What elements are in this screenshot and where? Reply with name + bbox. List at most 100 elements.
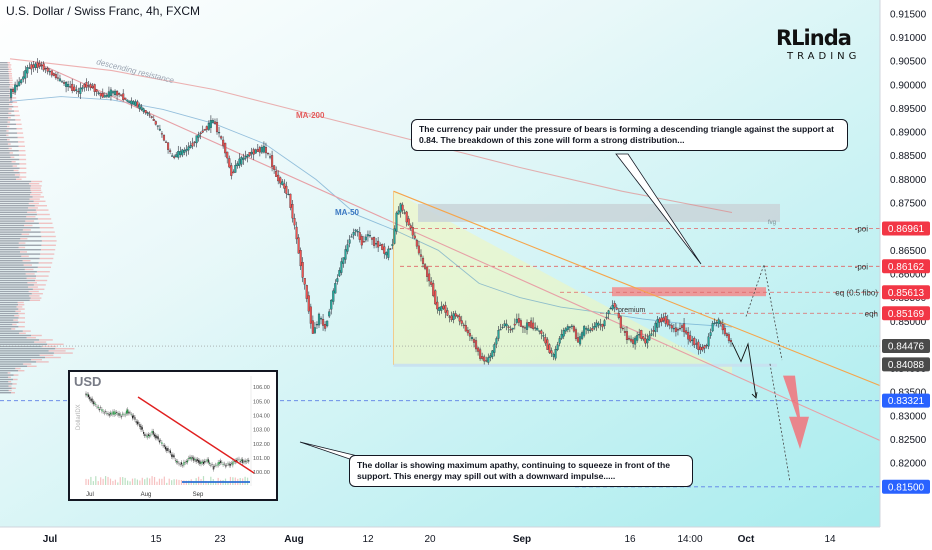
candle-body xyxy=(377,240,380,248)
inset-volume-bar xyxy=(166,482,168,485)
volume-bar xyxy=(32,288,45,290)
candle-body xyxy=(481,356,484,359)
volume-bar xyxy=(0,392,12,394)
candle-body xyxy=(91,85,94,88)
candle-body xyxy=(711,323,714,332)
y-tick-label: 0.82500 xyxy=(890,435,927,446)
candle-body xyxy=(246,154,249,157)
volume-bar xyxy=(0,341,35,343)
inset-candle-body xyxy=(212,466,214,470)
candle-body xyxy=(205,126,208,130)
volume-bar xyxy=(0,152,10,154)
inset-candle-body xyxy=(172,454,174,458)
volume-bar xyxy=(30,297,42,299)
candle-body xyxy=(291,203,294,219)
candle-body xyxy=(81,87,84,90)
volume-bar xyxy=(41,240,57,242)
candle-body xyxy=(305,285,308,299)
candle-body xyxy=(99,92,102,97)
candle-body xyxy=(558,338,561,344)
candle-body xyxy=(277,174,280,182)
candle-body xyxy=(454,313,457,317)
candle-body xyxy=(169,150,172,152)
candle-body xyxy=(574,329,578,339)
volume-bar xyxy=(21,233,30,235)
volume-bar xyxy=(8,376,11,378)
candle-body xyxy=(672,328,675,330)
callout-top-pointer xyxy=(615,153,702,265)
projection-path xyxy=(731,342,757,397)
candle-body xyxy=(391,244,394,246)
price-label-text: 0.85613 xyxy=(888,288,925,299)
inset-volume-bar xyxy=(151,476,153,485)
inset-candle-body xyxy=(167,447,169,451)
support-zone xyxy=(393,363,777,367)
volume-bar xyxy=(18,370,25,372)
volume-bar xyxy=(0,79,10,81)
volume-bar xyxy=(0,323,13,326)
volume-bar xyxy=(0,385,9,387)
inset-volume-bar xyxy=(129,481,131,485)
inset-candle-body xyxy=(218,462,220,464)
inset-candle-body xyxy=(231,463,233,464)
candles xyxy=(9,58,733,365)
inset-candle-body xyxy=(177,461,179,463)
candle-body xyxy=(50,70,53,76)
volume-bar xyxy=(10,156,15,158)
volume-bar xyxy=(0,86,10,88)
volume-bar xyxy=(0,114,15,117)
volume-bar xyxy=(23,264,32,266)
volume-bar xyxy=(30,194,41,196)
volume-bar xyxy=(0,249,41,251)
volume-bar xyxy=(12,165,18,167)
inset-candle-body xyxy=(229,464,231,466)
y-tick-label: 0.91500 xyxy=(890,9,927,20)
volume-bar xyxy=(40,249,56,251)
inset-volume-bar xyxy=(139,480,141,485)
candle-body xyxy=(654,322,657,332)
candle-body xyxy=(536,328,539,331)
candle-body xyxy=(697,341,700,350)
candle-body xyxy=(723,327,726,335)
volume-bar xyxy=(20,238,28,240)
volume-bar xyxy=(0,70,9,73)
candle-body xyxy=(87,85,90,87)
volume-bar xyxy=(0,319,14,321)
inset-candle-body xyxy=(132,415,134,419)
inset-candle-body xyxy=(162,445,164,446)
volume-bar xyxy=(19,167,27,169)
volume-bar xyxy=(0,90,10,92)
volume-bar xyxy=(0,141,19,143)
inset-volume-bar xyxy=(131,478,134,485)
volume-bar xyxy=(18,150,26,152)
volume-bar xyxy=(0,169,14,172)
candle-body xyxy=(309,306,312,324)
candle-body xyxy=(150,116,153,118)
volume-bar xyxy=(7,66,11,68)
volume-bar xyxy=(18,304,25,306)
x-tick-label: Jul xyxy=(43,534,58,545)
poi-lower-label: -poi xyxy=(855,262,869,271)
candle-body xyxy=(177,151,180,158)
candle-body xyxy=(193,141,196,143)
y-axis-panel[interactable] xyxy=(880,0,932,550)
inset-candle-body xyxy=(245,461,247,462)
inset-candle-body xyxy=(109,412,111,415)
volume-bar xyxy=(0,62,8,64)
volume-bar xyxy=(0,345,42,348)
candle-body xyxy=(307,295,310,312)
candle-body xyxy=(491,350,494,357)
volume-bar xyxy=(29,299,41,301)
candle-body xyxy=(60,81,64,83)
inset-candle-body xyxy=(103,412,105,414)
volume-bar xyxy=(18,317,25,319)
candle-body xyxy=(489,355,492,358)
candle-body xyxy=(393,228,396,244)
candle-body xyxy=(101,93,104,98)
candle-body xyxy=(707,336,710,347)
volume-bar xyxy=(13,374,19,376)
candle-body xyxy=(113,90,117,96)
x-axis-panel[interactable] xyxy=(0,527,880,550)
candle-body xyxy=(513,323,516,326)
inset-candle-body xyxy=(176,461,178,463)
